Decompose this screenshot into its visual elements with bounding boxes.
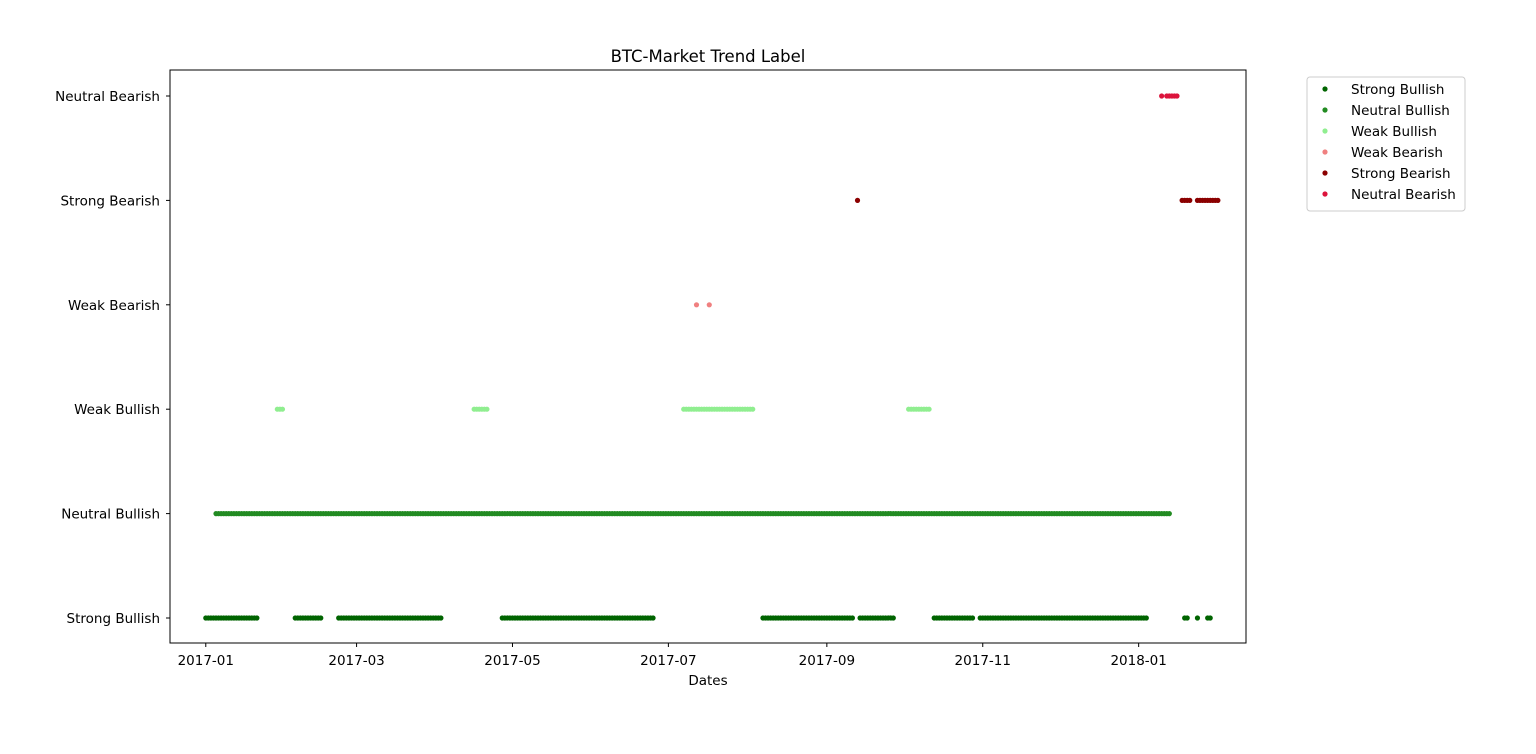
- y-tick-label: Neutral Bearish: [55, 89, 160, 105]
- data-point: [926, 406, 932, 412]
- legend-marker: [1322, 170, 1328, 176]
- plot-frame: [169, 69, 1247, 644]
- y-tick-label: Neutral Bullish: [61, 507, 160, 523]
- plot-area: Strong Bullish Neutral Bullish Weak Bullis…: [55, 69, 1247, 669]
- legend-marker: [1322, 86, 1328, 92]
- legend-marker: [1322, 107, 1328, 113]
- data-point: [1166, 510, 1172, 517]
- legend-entry: Weak Bearish: [1351, 145, 1443, 161]
- legend-entry: Neutral Bullish: [1351, 103, 1450, 119]
- x-tick-label: 2018-01: [1110, 653, 1166, 669]
- data-point: [279, 406, 286, 412]
- series-neutral-bearish: [1159, 93, 1180, 99]
- series-strong-bearish: [854, 197, 1221, 203]
- x-tick-label: 2017-01: [178, 653, 234, 669]
- legend-frame: [1306, 76, 1466, 212]
- x-tick-label: 2017-11: [955, 653, 1011, 669]
- y-tick-label: Strong Bullish: [67, 611, 160, 627]
- legend-marker: [1322, 128, 1328, 134]
- data-point: [484, 406, 490, 412]
- data-point: [969, 615, 976, 621]
- y-tick-label: Weak Bullish: [74, 402, 160, 418]
- x-tick-label: 2017-05: [484, 653, 540, 669]
- data-point: [1207, 615, 1213, 621]
- data-point: [254, 615, 260, 621]
- data-point: [1159, 93, 1165, 99]
- data-point: [849, 615, 856, 621]
- y-tick-label: Weak Bearish: [68, 298, 160, 314]
- data-point: [1215, 197, 1221, 203]
- chart-title: BTC-Market Trend Label: [611, 47, 806, 66]
- legend-marker: [1322, 149, 1328, 155]
- data-point: [1174, 93, 1180, 99]
- series-strong-bullish: [203, 615, 1213, 621]
- data-point: [1143, 615, 1149, 621]
- data-point: [438, 615, 444, 621]
- legend-entry: Neutral Bearish: [1351, 187, 1456, 203]
- data-point: [706, 302, 712, 308]
- data-point: [1194, 615, 1201, 621]
- x-tick-label: 2017-07: [640, 653, 696, 669]
- legend: Strong Bullish Neutral Bullish Weak Bullis…: [1306, 76, 1466, 212]
- x-tick-label: 2017-03: [328, 653, 384, 669]
- legend-entry: Strong Bullish: [1351, 82, 1444, 98]
- data-point: [650, 615, 656, 621]
- data-point: [1184, 615, 1190, 621]
- series-weak-bearish: [693, 302, 712, 308]
- data-point: [890, 615, 896, 621]
- data-point: [750, 406, 756, 412]
- data-point: [1187, 197, 1193, 203]
- legend-marker: [1322, 191, 1328, 197]
- series-neutral-bullish: [213, 510, 1172, 517]
- series-weak-bullish: [274, 406, 932, 412]
- data-point: [693, 302, 700, 308]
- y-tick-label: Strong Bearish: [60, 193, 160, 209]
- legend-entry: Strong Bearish: [1351, 166, 1451, 182]
- x-tick-label: 2017-09: [799, 653, 855, 669]
- x-axis-label: Dates: [688, 673, 727, 689]
- data-point: [854, 197, 861, 203]
- data-point: [318, 615, 324, 621]
- legend-entry: Weak Bullish: [1351, 124, 1437, 140]
